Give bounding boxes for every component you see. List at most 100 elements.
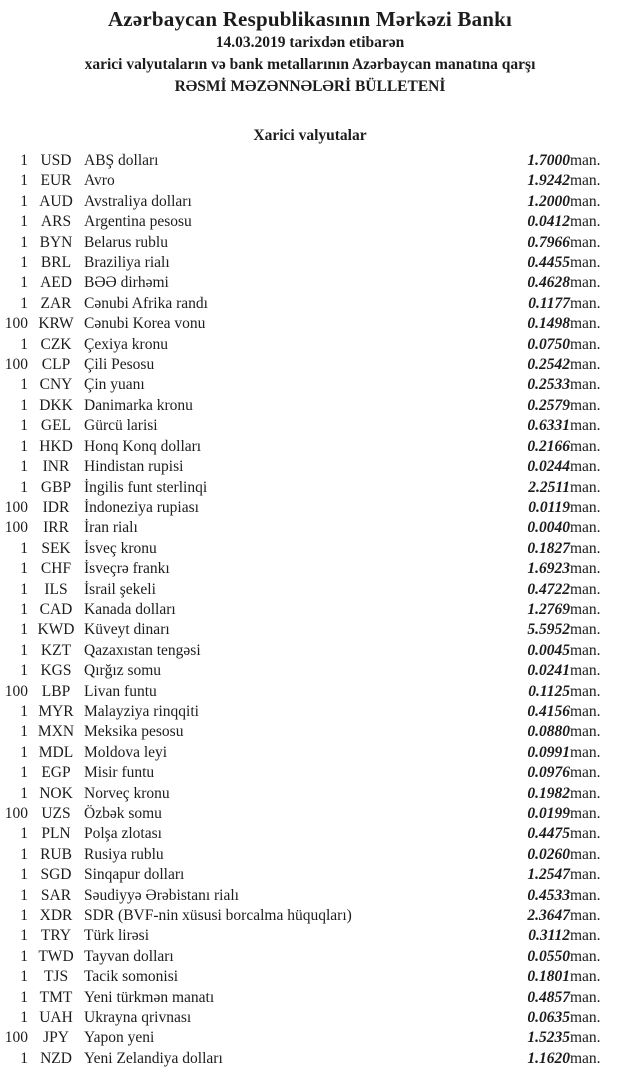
bulletin-header: Azərbaycan Respublikasının Mərkəzi Bankı…: [0, 0, 620, 98]
quantity-value: 100: [4, 682, 28, 700]
quantity-value: 1: [20, 437, 28, 455]
table-row: 1 SAR Səudiyyə Ərəbistanı rialı 0.4533 m…: [0, 886, 620, 906]
table-row: 1 TWD Tayvan dolları 0.0550 man.: [0, 947, 620, 967]
quantity-value: 1: [20, 254, 28, 272]
quantity-value: 1: [20, 886, 28, 904]
unit-label: man.: [570, 1009, 601, 1027]
table-row: 1 MDL Moldova leyi 0.0991 man.: [0, 743, 620, 763]
quantity-value: 1: [20, 641, 28, 659]
quantity-value: 1: [20, 600, 28, 618]
table-row: 1 RUB Rusiya rublu 0.0260 man.: [0, 845, 620, 865]
currency-code: KZT: [40, 641, 72, 659]
currency-name: Avro: [84, 172, 115, 190]
currency-name: İran rialı: [84, 519, 138, 537]
currency-code: GEL: [40, 417, 72, 435]
currency-code: MDL: [38, 743, 74, 761]
table-row: 1 SGD Sinqapur dolları 1.2547 man.: [0, 865, 620, 885]
table-row: 1 MXN Meksika pesosu 0.0880 man.: [0, 722, 620, 742]
unit-label: man.: [570, 213, 601, 231]
quantity-value: 1: [20, 702, 28, 720]
currency-name: Sinqapur dolları: [84, 866, 185, 884]
rate-value: 0.4533: [527, 886, 570, 904]
rate-value: 0.0635: [527, 1009, 570, 1027]
unit-label: man.: [570, 498, 601, 516]
quantity-value: 1: [20, 458, 28, 476]
rate-value: 0.1827: [527, 539, 570, 557]
rate-value: 1.5235: [527, 1029, 570, 1047]
currency-name: Küveyt dinarı: [84, 621, 170, 639]
currency-code: ARS: [40, 213, 72, 231]
currency-code: HKD: [39, 437, 73, 455]
currency-name: Cənubi Korea vonu: [84, 315, 206, 333]
rate-value: 1.6923: [527, 560, 570, 578]
currency-name: İndoneziya rupiası: [84, 498, 199, 516]
rate-value: 0.4857: [527, 988, 570, 1006]
currency-code: ZAR: [40, 294, 72, 312]
currency-code: BYN: [39, 233, 73, 251]
currency-code: KWD: [37, 621, 75, 639]
currency-code: NOK: [39, 784, 73, 802]
currency-name: Yeni türkmən manatı: [84, 988, 215, 1006]
table-row: 1 AED BƏƏ dirhəmi 0.4628 man.: [0, 273, 620, 293]
currency-code: NZD: [40, 1049, 72, 1067]
rate-value: 0.0991: [527, 743, 570, 761]
rate-value: 0.0244: [527, 458, 570, 476]
currency-code: MXN: [37, 723, 75, 741]
bank-title: Azərbaycan Respublikasının Mərkəzi Bankı: [107, 7, 513, 31]
rate-value: 0.0045: [527, 641, 570, 659]
currency-code: PLN: [41, 825, 71, 843]
unit-label: man.: [570, 743, 601, 761]
quantity-value: 1: [20, 396, 28, 414]
quantity-value: 1: [20, 968, 28, 986]
unit-label: man.: [570, 356, 601, 374]
rate-value: 1.7000: [527, 152, 570, 169]
currency-name: Braziliya rialı: [84, 254, 170, 272]
unit-label: man.: [570, 192, 601, 210]
rate-value: 0.4722: [527, 580, 570, 598]
table-row: 1 USD ABŞ dolları 1.7000 man.: [0, 151, 620, 171]
unit-label: man.: [570, 254, 601, 272]
table-row: 1 GBP İngilis funt sterlinqi 2.2511 man.: [0, 478, 620, 498]
table-row: 1 ILS İsrail şekeli 0.4722 man.: [0, 580, 620, 600]
unit-label: man.: [570, 723, 601, 741]
quantity-value: 100: [4, 315, 28, 333]
quantity-value: 1: [20, 784, 28, 802]
table-row: 1 EGP Misir funtu 0.0976 man.: [0, 763, 620, 783]
currency-code: SGD: [40, 866, 72, 884]
unit-label: man.: [570, 1029, 601, 1047]
rate-value: 0.3112: [528, 927, 570, 945]
table-row: 100 KRW Cənubi Korea vonu 0.1498 man.: [0, 314, 620, 334]
currency-code: AED: [40, 274, 72, 292]
unit-label: man.: [570, 641, 601, 659]
currency-code: LBP: [41, 682, 71, 700]
unit-label: man.: [570, 907, 601, 925]
quantity-value: 1: [20, 335, 28, 353]
unit-label: man.: [570, 519, 601, 537]
unit-label: man.: [570, 172, 601, 190]
currency-name: Hindistan rupisi: [84, 458, 184, 476]
currency-name: Özbək somu: [84, 805, 162, 822]
unit-label: man.: [570, 417, 601, 435]
currency-name: Türk lirəsi: [84, 927, 149, 945]
quantity-value: 1: [20, 988, 28, 1006]
table-row: 1 EUR Avro 1.9242 man.: [0, 171, 620, 191]
rate-value: 0.1125: [528, 682, 570, 700]
rate-value: 0.4475: [527, 825, 570, 843]
currency-name: Moldova leyi: [84, 743, 168, 761]
unit-label: man.: [570, 437, 601, 455]
rate-value: 0.4628: [527, 274, 570, 292]
rate-value: 0.0412: [527, 213, 570, 231]
unit-label: man.: [570, 805, 601, 822]
currency-code: SAR: [40, 886, 72, 904]
unit-label: man.: [570, 866, 601, 884]
currency-code: AUD: [39, 192, 73, 210]
rate-value: 0.1177: [528, 294, 570, 312]
table-row: 1 PLN Polşa zlotası 0.4475 man.: [0, 824, 620, 844]
currency-name: Livan funtu: [84, 682, 157, 700]
unit-label: man.: [570, 233, 601, 251]
table-row: 1 KWD Küveyt dinarı 5.5952 man.: [0, 620, 620, 640]
currency-code: ILS: [44, 580, 68, 598]
currency-code: KGS: [40, 662, 72, 680]
currency-name: Yeni Zelandiya dolları: [84, 1049, 223, 1067]
